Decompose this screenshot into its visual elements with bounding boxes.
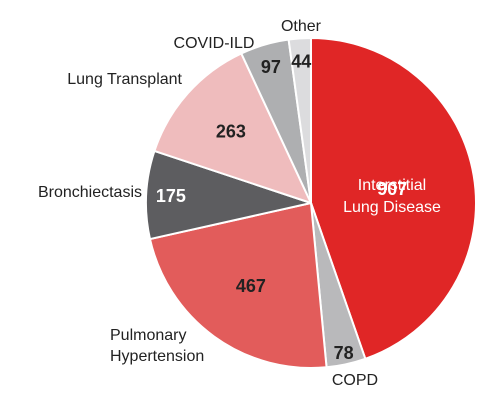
slice-category-label-2: Pulmonary Hypertension <box>110 327 204 365</box>
pie-slice-6 <box>287 37 312 204</box>
slice-value-label-5: 97 <box>261 57 281 77</box>
slice-value-label-2: 467 <box>236 276 266 296</box>
pie-slice-4 <box>153 52 312 204</box>
slice-category-label-5: COVID-ILD <box>174 35 255 52</box>
slice-category-label-1: COPD <box>332 372 378 389</box>
pie-slice-2 <box>148 202 328 369</box>
pie-slices <box>145 37 477 369</box>
slice-value-label-6: 44 <box>291 51 311 71</box>
slice-category-label-3: Bronchiectasis <box>38 184 142 201</box>
slice-value-label-1: 78 <box>334 343 354 363</box>
slice-value-label-3: 175 <box>156 186 186 206</box>
slice-category-label-4: Lung Transplant <box>67 71 182 88</box>
slice-value-label-4: 263 <box>216 122 246 142</box>
slice-category-label-6: Other <box>281 18 322 35</box>
slice-value-label-0: 907 <box>377 179 407 199</box>
pie-slice-0 <box>310 37 477 360</box>
pie-slice-3 <box>145 149 312 241</box>
slice-category-label-0: Interstitial Lung Disease <box>343 177 441 216</box>
